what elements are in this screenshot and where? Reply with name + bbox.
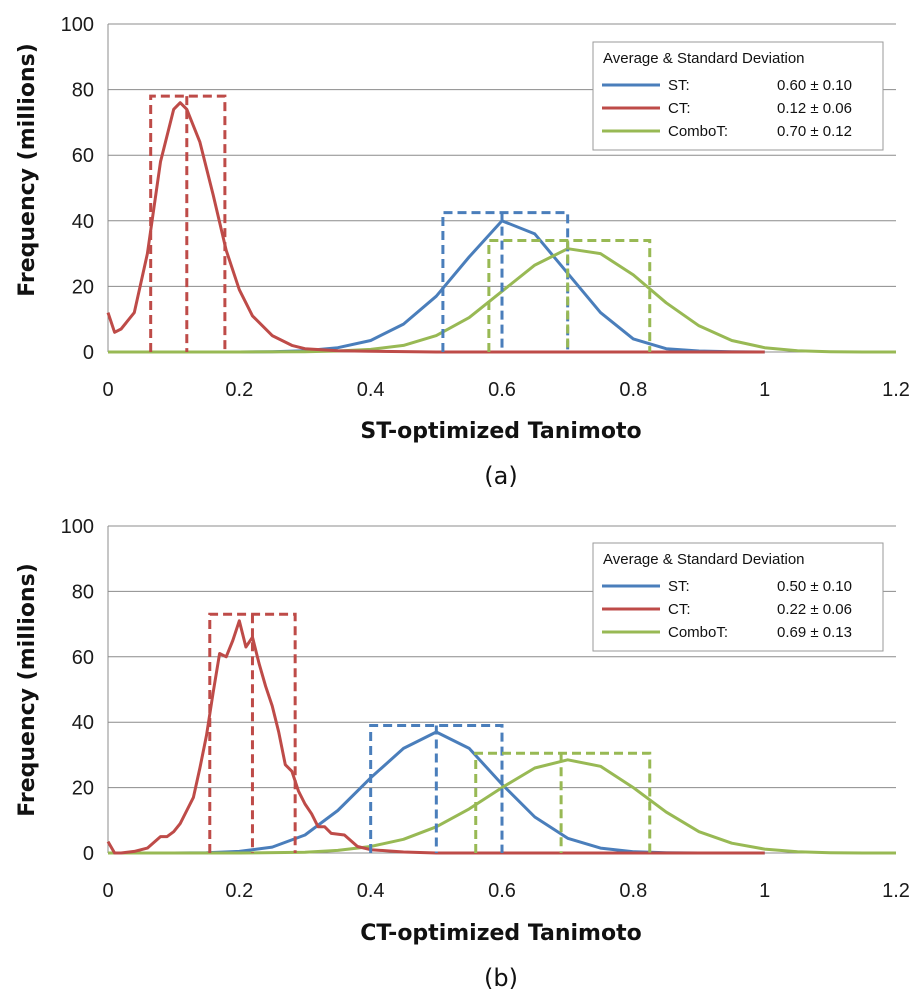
x-tick-label: 1.2 [882, 880, 910, 902]
y-tick-label: 40 [72, 712, 94, 734]
legend-title: Average & Standard Deviation [603, 50, 805, 67]
y-tick-label: 80 [72, 581, 94, 603]
legend-stat-st: 0.60 ± 0.10 [777, 77, 852, 94]
legend-label-st: ST: [668, 77, 690, 94]
y-tick-label: 60 [72, 145, 94, 167]
x-axis-label: ST-optimized Tanimoto [360, 419, 641, 444]
legend-label-combot: ComboT: [668, 123, 728, 140]
std-box-st [443, 213, 568, 352]
legend-label-combot: ComboT: [668, 624, 728, 641]
legend-stat-combot: 0.69 ± 0.13 [777, 624, 852, 641]
legend-label-st: ST: [668, 578, 690, 595]
y-tick-label: 40 [72, 211, 94, 233]
x-tick-label: 0.8 [619, 379, 647, 401]
x-tick-label: 0.6 [488, 379, 516, 401]
x-tick-labels: 0 0.2 0.4 0.6 0.8 1 1.2 [102, 880, 909, 902]
x-tick-label: 0 [102, 880, 113, 902]
y-tick-label: 20 [72, 778, 94, 800]
y-tick-label: 60 [72, 647, 94, 669]
x-tick-label: 0.4 [357, 880, 385, 902]
legend-title: Average & Standard Deviation [603, 551, 805, 568]
y-tick-label: 20 [72, 276, 94, 298]
y-tick-labels: 0 20 40 60 80 100 [61, 516, 94, 865]
y-tick-label: 80 [72, 80, 94, 102]
chart-panel-b: 0 20 40 60 80 100 0 0.2 0.4 0.6 0.8 1 1.2 Frequency… [15, 516, 910, 992]
legend-stat-ct: 0.12 ± 0.06 [777, 100, 852, 117]
series-line-st [108, 732, 765, 853]
x-tick-label: 1 [759, 379, 770, 401]
y-tick-label: 0 [83, 342, 94, 364]
std-box-combot [489, 240, 650, 352]
x-tick-label: 0.4 [357, 379, 385, 401]
x-tick-label: 1.2 [882, 379, 910, 401]
y-tick-label: 0 [83, 843, 94, 865]
y-tick-labels: 0 20 40 60 80 100 [61, 14, 94, 364]
legend-label-ct: CT: [668, 100, 691, 117]
legend: Average & Standard Deviation ST: 0.60 ± … [593, 42, 883, 150]
x-tick-label: 1 [759, 880, 770, 902]
x-axis-label: CT-optimized Tanimoto [360, 921, 641, 946]
y-tick-label: 100 [61, 14, 94, 36]
legend-stat-ct: 0.22 ± 0.06 [777, 601, 852, 618]
legend-stat-st: 0.50 ± 0.10 [777, 578, 852, 595]
x-tick-label: 0 [102, 379, 113, 401]
legend-stat-combot: 0.70 ± 0.12 [777, 123, 852, 140]
x-tick-label: 0.2 [225, 880, 253, 902]
y-tick-label: 100 [61, 516, 94, 538]
y-axis-label: Frequency (millions) [15, 563, 40, 817]
legend-label-ct: CT: [668, 601, 691, 618]
x-tick-label: 0.2 [225, 379, 253, 401]
chart-panel-a: 0 20 40 60 80 100 0 0.2 0.4 0.6 0.8 1 1.2 Frequency… [15, 14, 910, 490]
panel-label-a: (a) [484, 462, 517, 490]
x-tick-labels: 0 0.2 0.4 0.6 0.8 1 1.2 [102, 379, 909, 401]
x-tick-label: 0.6 [488, 880, 516, 902]
y-axis-label: Frequency (millions) [15, 43, 40, 297]
panel-label-b: (b) [484, 964, 518, 992]
x-tick-label: 0.8 [619, 880, 647, 902]
legend: Average & Standard Deviation ST: 0.50 ± … [593, 543, 883, 651]
